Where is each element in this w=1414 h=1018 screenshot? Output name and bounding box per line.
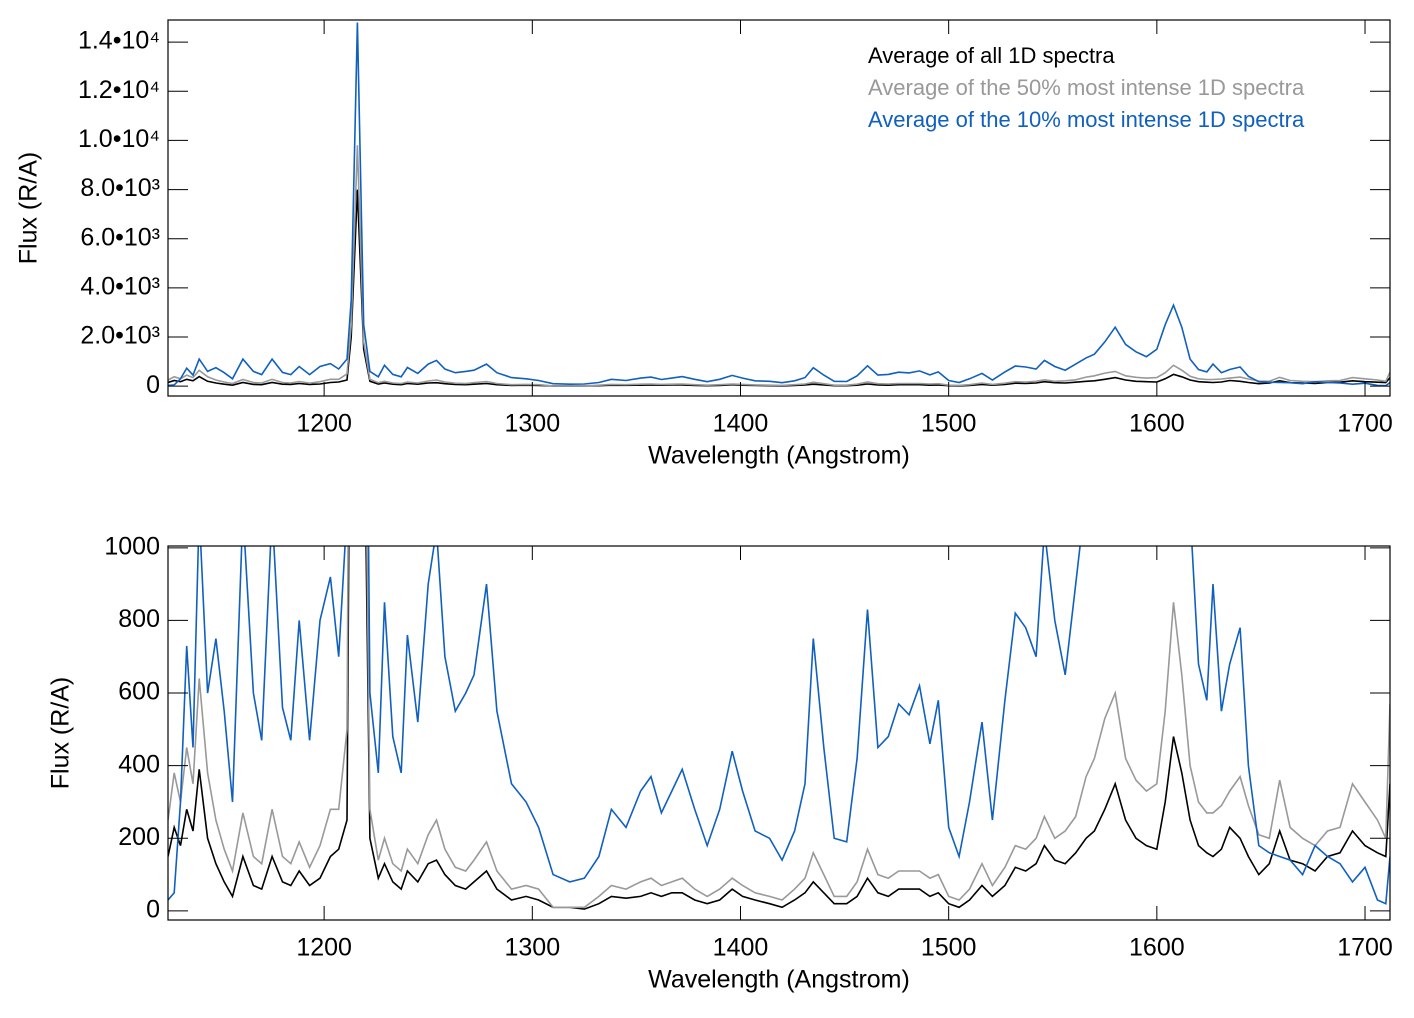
x-tick-label: 1700 bbox=[1337, 410, 1393, 438]
series-line bbox=[168, 145, 1390, 387]
y-tick-label: 1.0•10⁴ bbox=[78, 125, 160, 153]
y-tick-label: 0 bbox=[146, 896, 160, 924]
legend-entry: Average of the 10% most intense 1D spect… bbox=[868, 107, 1305, 132]
legend-entry: Average of all 1D spectra bbox=[868, 43, 1115, 68]
y-axis-label: Flux (R/A) bbox=[47, 677, 75, 790]
x-axis-label: Wavelength (Angstrom) bbox=[648, 442, 910, 470]
plot-area bbox=[168, 22, 1390, 387]
plot-frame bbox=[167, 19, 1391, 397]
series-line bbox=[168, 546, 1390, 910]
x-tick-label: 1300 bbox=[504, 934, 560, 962]
series-line bbox=[168, 546, 1390, 909]
plot-area bbox=[168, 546, 1390, 910]
x-tick-label: 1300 bbox=[504, 410, 560, 438]
y-tick-label: 200 bbox=[118, 823, 160, 851]
x-tick-label: 1500 bbox=[921, 410, 977, 438]
series-line bbox=[168, 546, 1390, 905]
x-tick-label: 1200 bbox=[296, 934, 352, 962]
y-tick-label: 6.0•10³ bbox=[80, 223, 160, 251]
x-tick-label: 1500 bbox=[921, 934, 977, 962]
x-tick-label: 1200 bbox=[296, 410, 352, 438]
x-tick-label: 1600 bbox=[1129, 410, 1185, 438]
x-tick-label: 1400 bbox=[713, 934, 769, 962]
y-tick-label: 1.2•10⁴ bbox=[78, 76, 160, 104]
y-tick-label: 800 bbox=[118, 605, 160, 633]
plot-frame bbox=[167, 545, 1391, 921]
y-tick-label: 1000 bbox=[104, 532, 160, 560]
legend-entry: Average of the 50% most intense 1D spect… bbox=[868, 75, 1305, 100]
x-tick-label: 1700 bbox=[1337, 934, 1393, 962]
y-tick-label: 2.0•10³ bbox=[80, 322, 160, 350]
x-tick-label: 1400 bbox=[713, 410, 769, 438]
y-axis-label: Flux (R/A) bbox=[15, 152, 43, 265]
y-tick-label: 0 bbox=[146, 371, 160, 399]
x-tick-label: 1600 bbox=[1129, 934, 1185, 962]
y-tick-label: 600 bbox=[118, 678, 160, 706]
y-tick-label: 8.0•10³ bbox=[80, 174, 160, 202]
x-axis-label: Wavelength (Angstrom) bbox=[648, 966, 910, 994]
y-tick-label: 400 bbox=[118, 750, 160, 778]
y-tick-label: 1.4•10⁴ bbox=[78, 27, 160, 55]
series-line bbox=[168, 22, 1390, 387]
y-tick-label: 4.0•10³ bbox=[80, 272, 160, 300]
